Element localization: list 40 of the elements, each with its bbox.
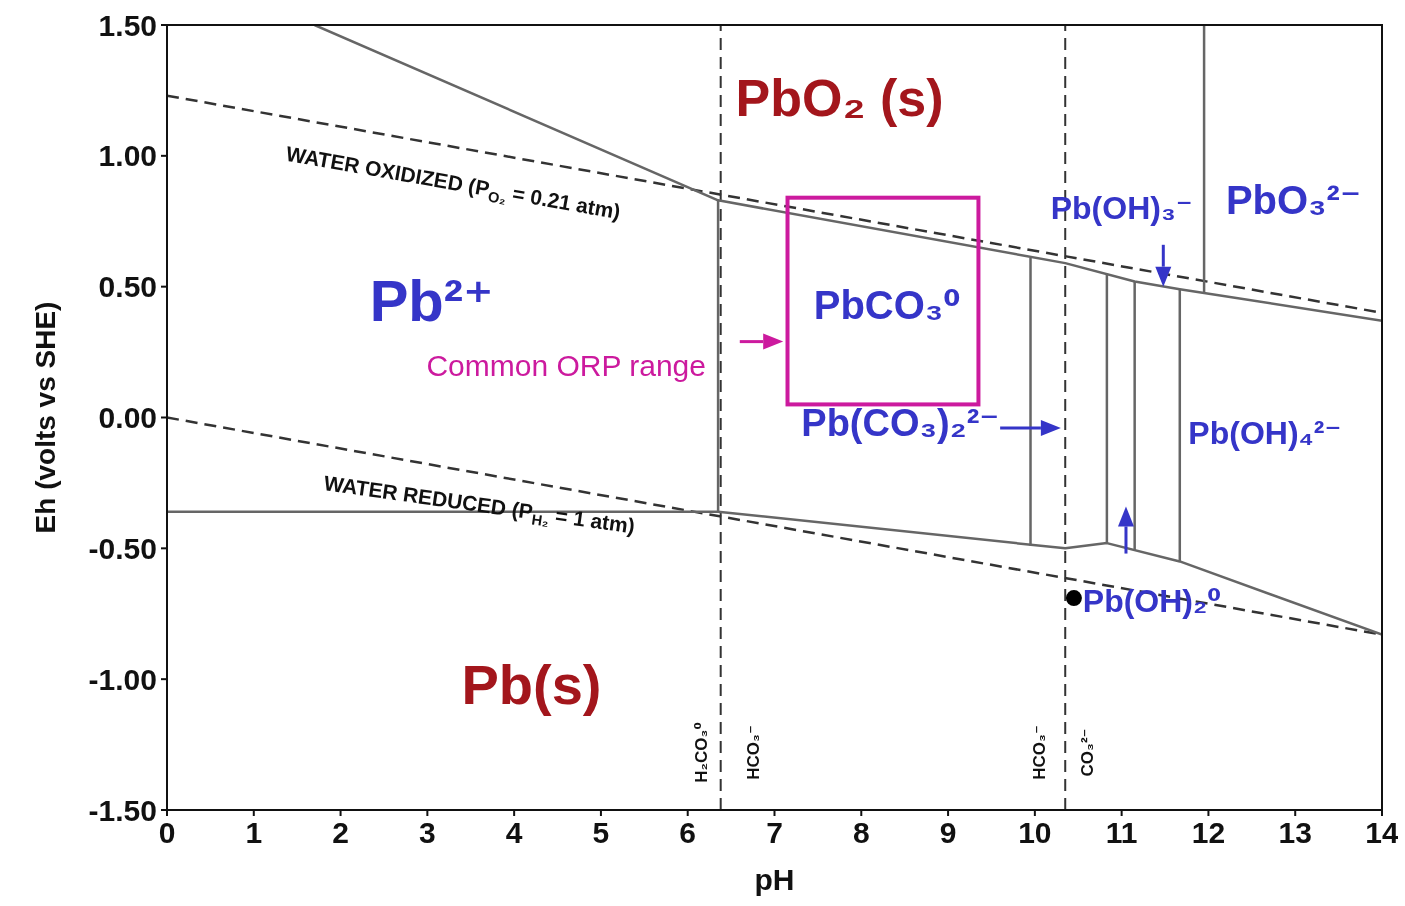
- x-tick-label: 9: [939, 816, 957, 850]
- annotation: HCO₃⁻: [1029, 725, 1049, 780]
- annotation: WATER OXIDIZED (P$_{O₂}$= 0.21 atm): [284, 141, 623, 223]
- x-tick-label: 1: [245, 816, 263, 850]
- annotation: Pb(OH)₃⁻: [1050, 190, 1193, 227]
- annotation: Pb(s): [461, 652, 602, 716]
- annotation: H₂CO₃⁰: [691, 722, 711, 783]
- y-tick-label: -1.00: [88, 662, 157, 696]
- x-tick-label: 5: [592, 816, 610, 850]
- annotation: Pb(OH)₂⁰: [1082, 582, 1222, 619]
- y-tick-label: -1.50: [88, 793, 157, 827]
- x-tick-label: 8: [852, 816, 870, 850]
- x-tick-label: 12: [1191, 816, 1226, 850]
- annotation: Pb(OH)₄²⁻: [1188, 415, 1342, 452]
- x-tick-label: 0: [158, 816, 176, 850]
- x-tick-label: 4: [505, 816, 523, 850]
- y-axis-title: Eh (volts vs SHE): [29, 301, 61, 534]
- annotation: PbO₂ (s): [735, 69, 944, 128]
- x-tick-label: 11: [1105, 816, 1138, 850]
- y-tick-label: 0.50: [98, 270, 157, 304]
- x-axis-title: pH: [754, 863, 795, 896]
- x-tick-label: 6: [679, 816, 697, 850]
- x-tick-label: 2: [332, 816, 349, 850]
- y-tick-label: 0.00: [98, 401, 157, 435]
- annotation: PbCO₃⁰: [813, 282, 961, 327]
- x-tick-label: 3: [419, 816, 436, 850]
- x-tick-label: 14: [1365, 816, 1399, 850]
- annotation: HCO₃⁻: [743, 725, 763, 780]
- y-tick-label: 1.00: [98, 139, 157, 173]
- annotation: Common ORP range: [426, 348, 706, 382]
- x-tick-label: 7: [766, 816, 783, 850]
- annotation: WATER REDUCED (P$_{H₂}$= 1 atm): [322, 470, 637, 538]
- annotation: Pb²⁺: [369, 267, 494, 333]
- y-tick-label: -0.50: [88, 531, 157, 565]
- annotation: CO₃²⁻: [1077, 728, 1097, 777]
- x-tick-label: 13: [1278, 816, 1312, 850]
- y-tick-label: 1.50: [98, 8, 157, 42]
- annotation: Pb(CO₃)₂²⁻: [801, 401, 1000, 444]
- x-tick-label: 10: [1018, 816, 1052, 850]
- annotation: PbO₃²⁻: [1225, 178, 1362, 223]
